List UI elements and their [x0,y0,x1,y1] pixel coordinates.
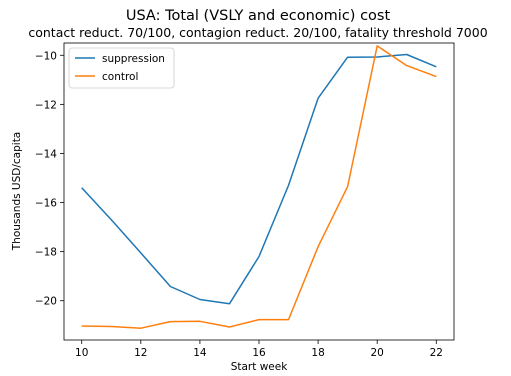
y-axis-label: Thousands USD/capita [11,132,23,252]
legend-label-control: control [102,71,138,83]
x-tick-label: 12 [134,347,147,359]
x-axis-label: Start week [231,361,288,373]
y-tick-label: −12 [35,99,57,111]
legend-box [68,47,175,89]
series-lines [81,45,437,329]
x-tick-label: 22 [430,347,443,359]
x-tick-label: 16 [252,347,266,359]
series-line-suppression [81,53,437,305]
y-tick-label: −10 [35,50,57,62]
x-tick-label: 14 [193,347,207,359]
y-tick-label: −18 [35,247,57,259]
x-axis-ticks: 10 12 14 16 18 20 22 [75,340,443,359]
x-tick-label: 18 [311,347,324,359]
x-tick-label: 10 [75,347,88,359]
plot-frame [63,42,455,341]
legend-label-suppression: suppression [102,53,165,65]
y-axis-ticks: −20 −18 −16 −14 −12 −10 [35,50,64,308]
chart-title: USA: Total (VSLY and economic) cost [126,8,391,24]
series-line-control [81,45,437,329]
y-tick-label: −14 [35,148,57,160]
chart-subtitle: contact reduct. 70/100, contagion reduct… [28,25,487,40]
x-tick-label: 20 [370,347,383,359]
y-tick-label: −20 [35,296,57,308]
y-tick-label: −16 [35,198,57,210]
legend: suppression control [68,47,175,89]
